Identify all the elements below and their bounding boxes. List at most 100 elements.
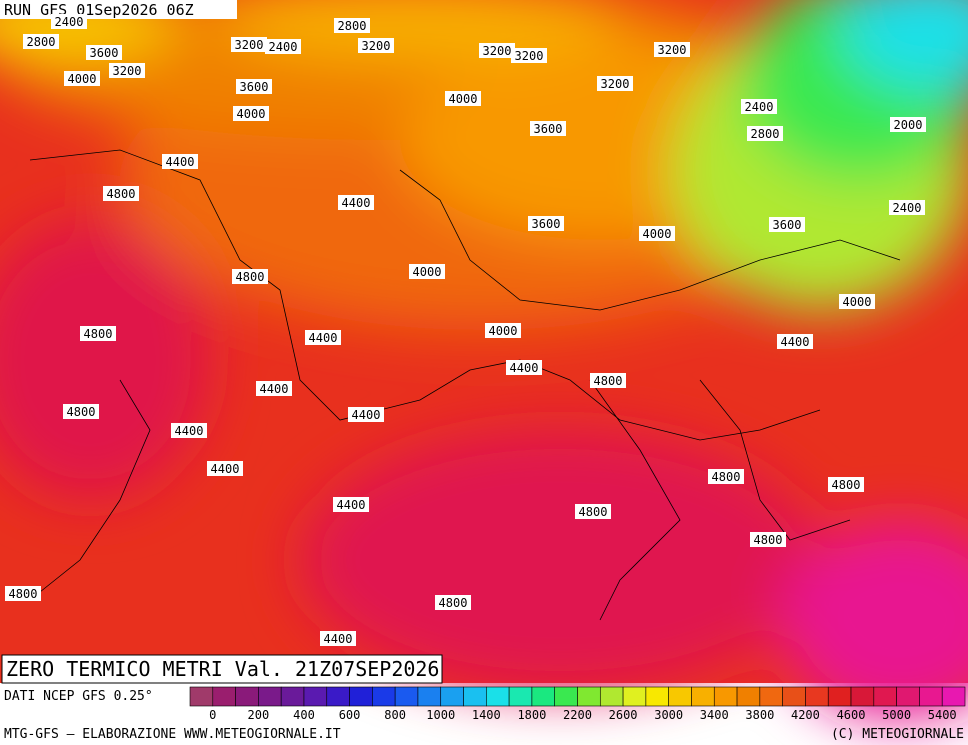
contour-label-box [889,200,925,215]
contour-label: 4000 [237,107,266,121]
contour-label: 4000 [449,92,478,106]
contour-label: 2000 [894,118,923,132]
contour-label-box [265,39,301,54]
contour-label: 3200 [515,49,544,63]
contour-label-box [162,154,198,169]
contour-label: 4800 [84,327,113,341]
contour-label: 4000 [489,324,518,338]
contour-label-box [590,373,626,388]
contour-label: 2800 [338,19,367,33]
legend-swatch [280,686,305,707]
legend-swatch [577,686,601,707]
contour-label: 4000 [68,72,97,86]
contour-label-box [86,45,122,60]
legend-swatch [782,686,806,707]
contour-label: 4400 [260,382,289,396]
contour-label-box [741,99,777,114]
source-label: DATI NCEP GFS 0.25° [4,689,153,704]
contour-label-box [338,195,374,210]
contour-label-box [750,532,786,547]
contour-label: 4800 [9,587,38,601]
contour-label-box [528,216,564,231]
contour-label: 3200 [658,43,687,57]
contour-label-box [207,461,243,476]
legend-swatch [873,686,897,707]
legend-swatch [258,686,282,707]
contour-label-box [305,330,341,345]
legend-swatch [508,686,533,707]
legend-swatch [919,686,943,707]
legend-swatch [827,686,852,707]
contour-label-box [5,586,41,601]
contour-label-box [233,106,269,121]
legend-label: 3400 [700,708,729,722]
contour-label-box [320,631,356,646]
contour-label: 4400 [309,331,338,345]
legend-swatch [668,686,692,707]
contour-label-box [334,18,370,33]
contour-label: 3600 [534,122,563,136]
contour-label-box [236,79,272,94]
contour-label-box [333,497,369,512]
legend-swatch [896,686,920,707]
contour-label-box [256,381,292,396]
run-label: RUN GFS 01Sep2026 06Z [4,1,194,19]
legend-label: 2200 [563,708,592,722]
legend-label: 2600 [609,708,638,722]
legend-label: 5000 [882,708,911,722]
legend-swatch [736,686,761,707]
contour-label: 4800 [712,470,741,484]
contour-label: 3200 [362,39,391,53]
contour-label: 3600 [240,80,269,94]
contour-label: 4800 [579,505,608,519]
legend-label: 600 [339,708,361,722]
legend-swatch [599,686,624,707]
footer-left: MTG-GFS — ELABORAZIONE WWW.METEOGIORNALE… [4,727,341,742]
legend-label: 3000 [654,708,683,722]
legend-swatch [531,686,556,707]
contour-label: 4000 [413,265,442,279]
contour-label: 4000 [843,295,872,309]
legend-swatch [463,686,487,707]
contour-label-box [639,226,675,241]
legend-label: 3800 [745,708,774,722]
contour-label-box [828,477,864,492]
contour-label: 4400 [342,196,371,210]
contour-label-box [654,42,690,57]
contour-label-box [485,323,521,338]
contour-label-box [479,43,515,58]
contour-label: 4400 [352,408,381,422]
contour-label: 4800 [594,374,623,388]
legend-swatch [394,686,419,707]
legend-swatch [349,686,373,707]
contour-label: 4800 [832,478,861,492]
contour-label-box [445,91,481,106]
contour-label: 4400 [324,632,353,646]
legend-label: 4600 [837,708,866,722]
contour-label-box [435,595,471,610]
contour-label-box [769,217,805,232]
contour-label: 4400 [211,462,240,476]
contour-label: 4400 [166,155,195,169]
contour-label: 4400 [175,424,204,438]
temperature-field [0,0,968,720]
contour-label: 2800 [751,127,780,141]
contour-label-box [839,294,875,309]
contour-label-box [63,404,99,419]
legend-swatch [941,686,966,707]
contour-label-box [777,334,813,349]
contour-label-box [747,126,783,141]
map-title: ZERO TERMICO METRI Val. 21Z07SEP2026 [6,657,439,681]
contour-label-box [103,186,139,201]
legend-swatch [212,686,236,707]
contour-label-box [506,360,542,375]
legend-swatch [326,686,350,707]
contour-label-box [232,269,268,284]
contour-label: 3200 [113,64,142,78]
contour-label: 4800 [67,405,96,419]
contour-label-box [109,63,145,78]
legend-label: 5400 [928,708,957,722]
legend-swatch [759,686,783,707]
